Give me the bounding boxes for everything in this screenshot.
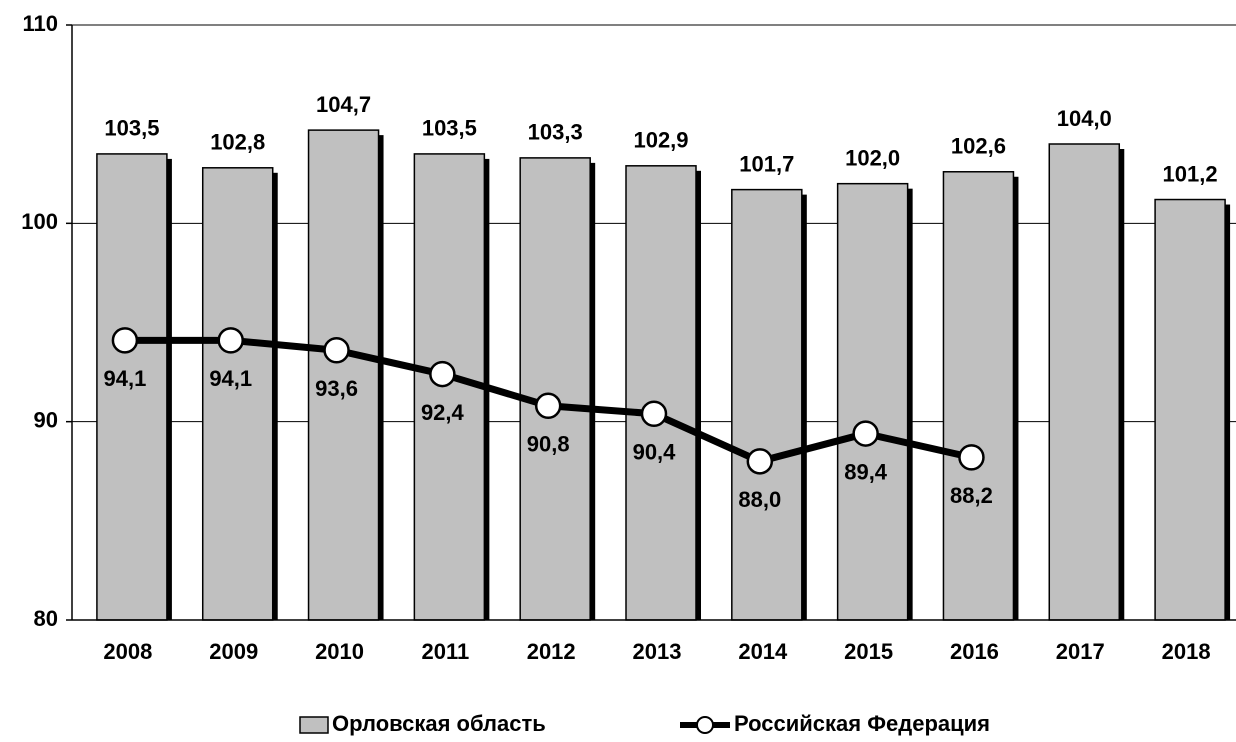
bar-value-label: 101,2 [1163, 161, 1218, 186]
legend-label: Российская Федерация [734, 711, 990, 736]
bar [625, 165, 697, 621]
point-value-label: 94,1 [209, 366, 252, 391]
point [429, 360, 456, 388]
point [640, 400, 668, 427]
bar [96, 153, 168, 621]
bar [1048, 143, 1121, 621]
x-tick-label: 2012 [527, 639, 576, 664]
point-value-label: 90,8 [527, 432, 570, 457]
bar [942, 171, 1015, 621]
point [534, 392, 562, 420]
bar-value-label: 101,7 [739, 151, 794, 176]
bar-value-label: 103,3 [528, 120, 583, 145]
point [852, 420, 879, 447]
x-tick-label: 2016 [950, 639, 999, 664]
x-tick-label: 2015 [844, 639, 893, 664]
point-value-label: 90,4 [633, 440, 677, 465]
point-value-label: 88,2 [950, 483, 993, 508]
bar-value-label: 103,5 [422, 116, 477, 141]
point [958, 444, 985, 471]
bar [731, 188, 803, 621]
point [746, 448, 774, 475]
point-value-label: 92,4 [421, 400, 465, 425]
x-tick-label: 2009 [209, 639, 258, 664]
x-tick-label: 2013 [633, 639, 682, 664]
x-tick-label: 2011 [421, 639, 469, 664]
point-value-label: 89,4 [844, 459, 888, 484]
x-tick-label: 2017 [1056, 639, 1105, 664]
y-tick-label: 110 [23, 11, 59, 36]
y-tick-label: 100 [21, 209, 58, 234]
legend-swatch [299, 716, 329, 734]
bar [201, 167, 274, 621]
point [217, 327, 244, 354]
bar-value-label: 102,6 [951, 134, 1006, 159]
bar [519, 157, 591, 621]
point [111, 327, 139, 354]
point-value-label: 88,0 [738, 487, 781, 512]
bar-value-label: 103,5 [104, 116, 159, 141]
legend-label: Орловская область [332, 711, 546, 736]
y-tick-label: 80 [34, 606, 58, 631]
bar-value-label: 102,8 [210, 130, 265, 155]
y-tick-label: 90 [34, 407, 58, 432]
bar-value-label: 102,9 [633, 128, 688, 153]
bar [307, 129, 380, 621]
bar-value-label: 104,0 [1057, 106, 1112, 131]
point-value-label: 93,6 [315, 376, 358, 401]
bar [1154, 198, 1226, 621]
legend-swatch-point [696, 716, 714, 734]
point [323, 337, 350, 364]
x-tick-label: 2014 [738, 639, 788, 664]
point-value-label: 94,1 [103, 366, 146, 391]
x-tick-label: 2010 [315, 639, 364, 664]
bar-value-label: 102,0 [845, 145, 900, 170]
x-tick-label: 2008 [103, 639, 152, 664]
x-tick-label: 2018 [1162, 639, 1211, 664]
bar [836, 182, 909, 621]
bar-value-label: 104,7 [316, 92, 371, 117]
